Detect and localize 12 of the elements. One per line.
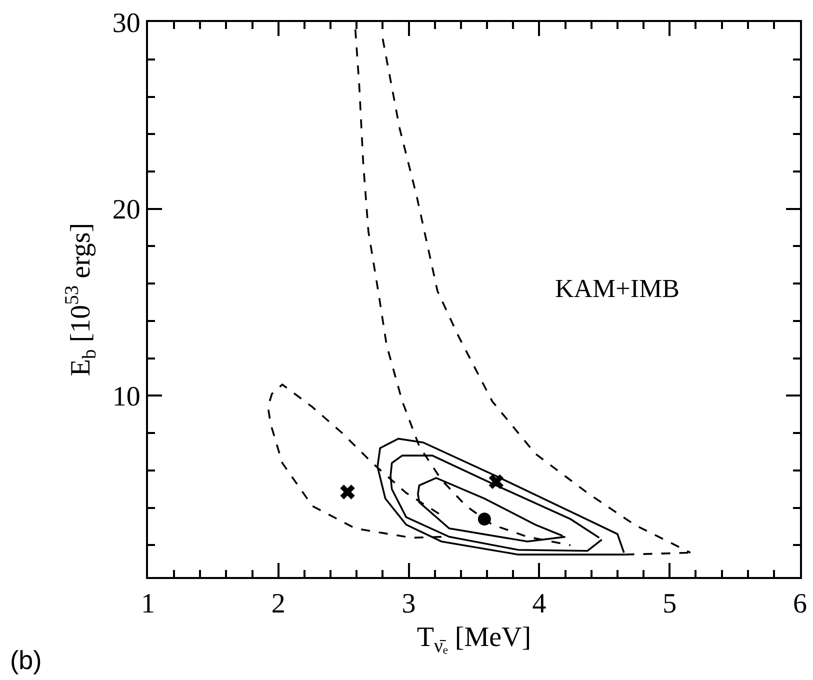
y-tick-label: 20	[112, 194, 140, 226]
x-tick-label: 5	[662, 588, 677, 620]
x-tick-label: 6	[793, 588, 807, 620]
text: (b)	[10, 645, 42, 675]
x-tick-label: 2	[271, 588, 286, 620]
x-axis-title: T$_{ν̄ₑ}$ [MeV]	[416, 622, 532, 658]
x-tick-label: 4	[532, 588, 546, 620]
y-tick-label: 30	[112, 8, 140, 39]
annotation: KAM+IMB	[555, 274, 680, 303]
x-tick-label: 3	[402, 588, 416, 620]
y-tick-label: 10	[112, 382, 140, 413]
x-tick-label: 1	[141, 588, 155, 620]
